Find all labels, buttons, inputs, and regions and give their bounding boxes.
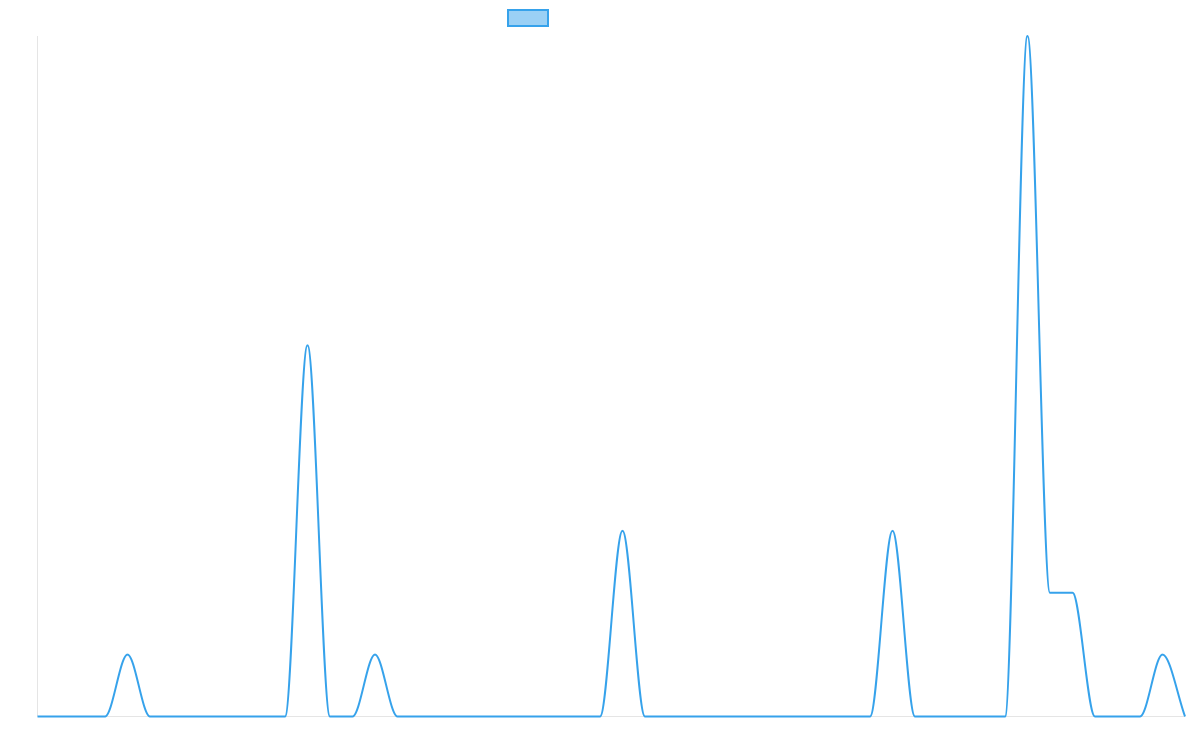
data-point-21[interactable] (1092, 714, 1098, 720)
data-point-7[interactable] (327, 714, 333, 720)
data-point-16[interactable] (912, 714, 918, 720)
data-point-5[interactable] (282, 714, 288, 720)
data-point-1[interactable] (35, 714, 41, 720)
legend-swatch[interactable] (507, 9, 549, 27)
data-point-9[interactable] (372, 652, 378, 658)
data-point-24[interactable] (1182, 714, 1188, 720)
data-point-14[interactable] (867, 714, 873, 720)
series-group (35, 33, 1188, 720)
data-point-13[interactable] (642, 714, 648, 720)
data-point-11[interactable] (597, 714, 603, 720)
data-point-18[interactable] (1025, 33, 1031, 39)
series-line-1[interactable] (37, 35, 1186, 718)
data-point-2[interactable] (102, 714, 108, 720)
data-point-20[interactable] (1070, 590, 1076, 596)
data-point-6[interactable] (305, 342, 311, 348)
data-point-3[interactable] (125, 652, 131, 658)
data-point-22[interactable] (1137, 714, 1143, 720)
data-point-17[interactable] (1002, 714, 1008, 720)
data-point-15[interactable] (890, 528, 896, 534)
data-point-19[interactable] (1047, 590, 1053, 596)
data-point-10[interactable] (395, 714, 401, 720)
data-point-4[interactable] (147, 714, 153, 720)
data-point-12[interactable] (620, 528, 626, 534)
data-point-8[interactable] (350, 714, 356, 720)
data-point-23[interactable] (1160, 652, 1166, 658)
